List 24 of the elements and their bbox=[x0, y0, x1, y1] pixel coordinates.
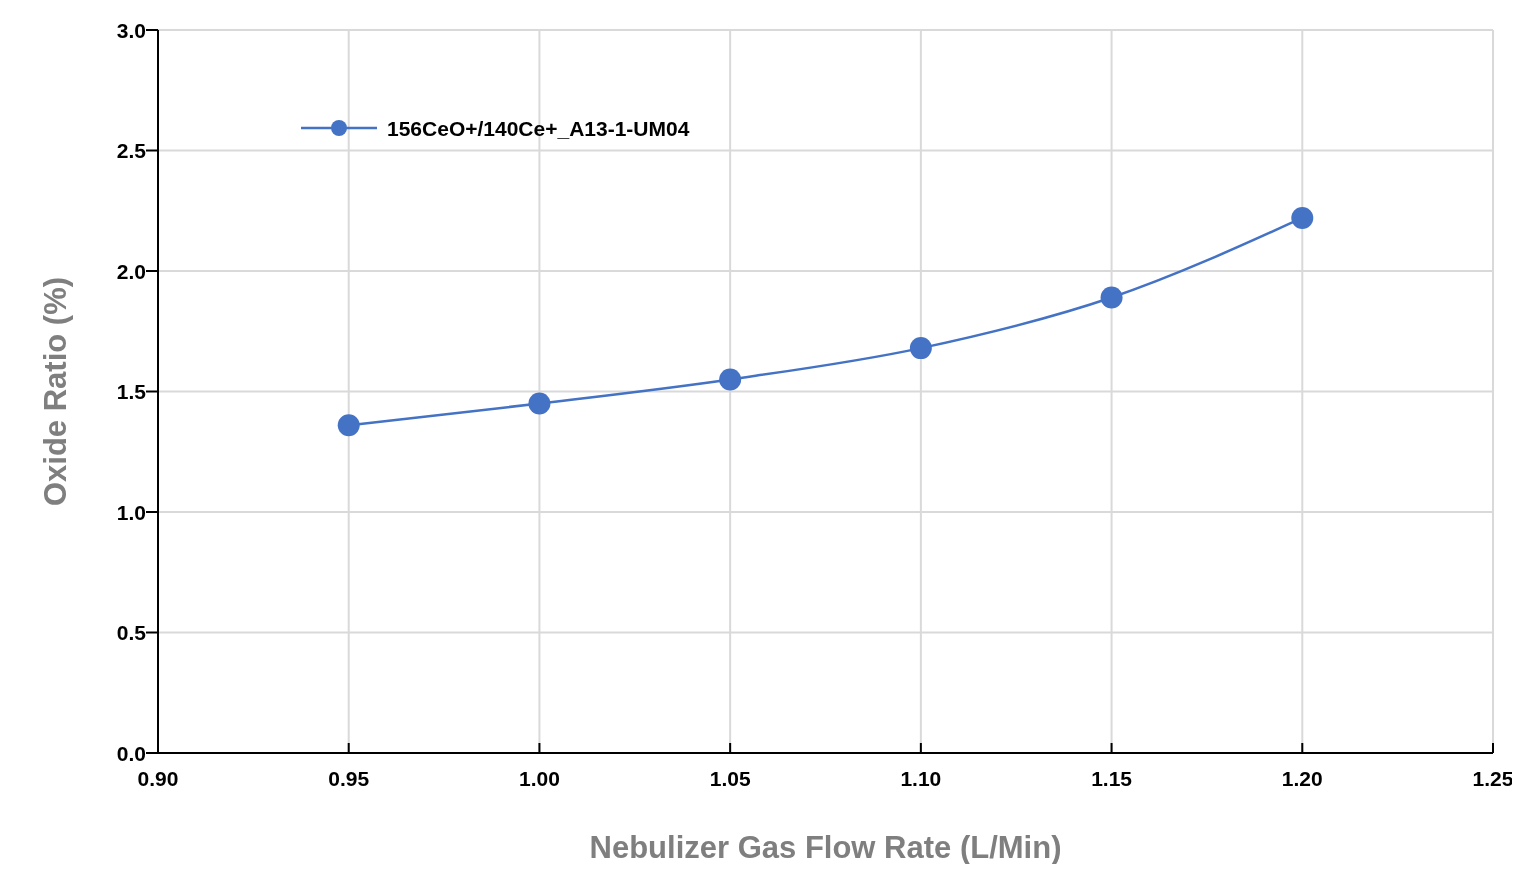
x-tick-label: 0.90 bbox=[137, 767, 179, 790]
point bbox=[1100, 286, 1123, 309]
x-tick-label: 1.20 bbox=[1281, 767, 1323, 790]
x-tick-label: 1.10 bbox=[900, 767, 942, 790]
y-tick-label: 0.0 bbox=[116, 741, 146, 765]
y-axis-title: Oxide Ratio (%) bbox=[38, 276, 73, 507]
point bbox=[528, 392, 551, 415]
y-tick-label: 0.5 bbox=[116, 621, 147, 644]
y-tick-label: 2.0 bbox=[116, 259, 146, 283]
point bbox=[909, 337, 932, 360]
x-tick-label: 1.00 bbox=[518, 767, 560, 790]
point bbox=[719, 368, 742, 391]
x-tick-label: 1.25 bbox=[1472, 767, 1514, 790]
y-tick-label: 3.0 bbox=[116, 18, 146, 42]
x-axis-title: Nebulizer Gas Flow Rate (L/Min) bbox=[589, 830, 1062, 865]
point bbox=[337, 414, 360, 437]
y-tick-label: 2.5 bbox=[116, 139, 147, 162]
legend-label: 156CeO+/140Ce+_A13-1-UM04 bbox=[387, 116, 690, 140]
point bbox=[1291, 206, 1314, 229]
x-tick-label: 1.05 bbox=[709, 767, 751, 790]
x-tick-label: 1.15 bbox=[1091, 767, 1133, 790]
x-tick-label: 0.95 bbox=[328, 767, 370, 790]
y-tick-label: 1.5 bbox=[116, 380, 147, 403]
y-tick-label: 1.0 bbox=[116, 500, 146, 524]
